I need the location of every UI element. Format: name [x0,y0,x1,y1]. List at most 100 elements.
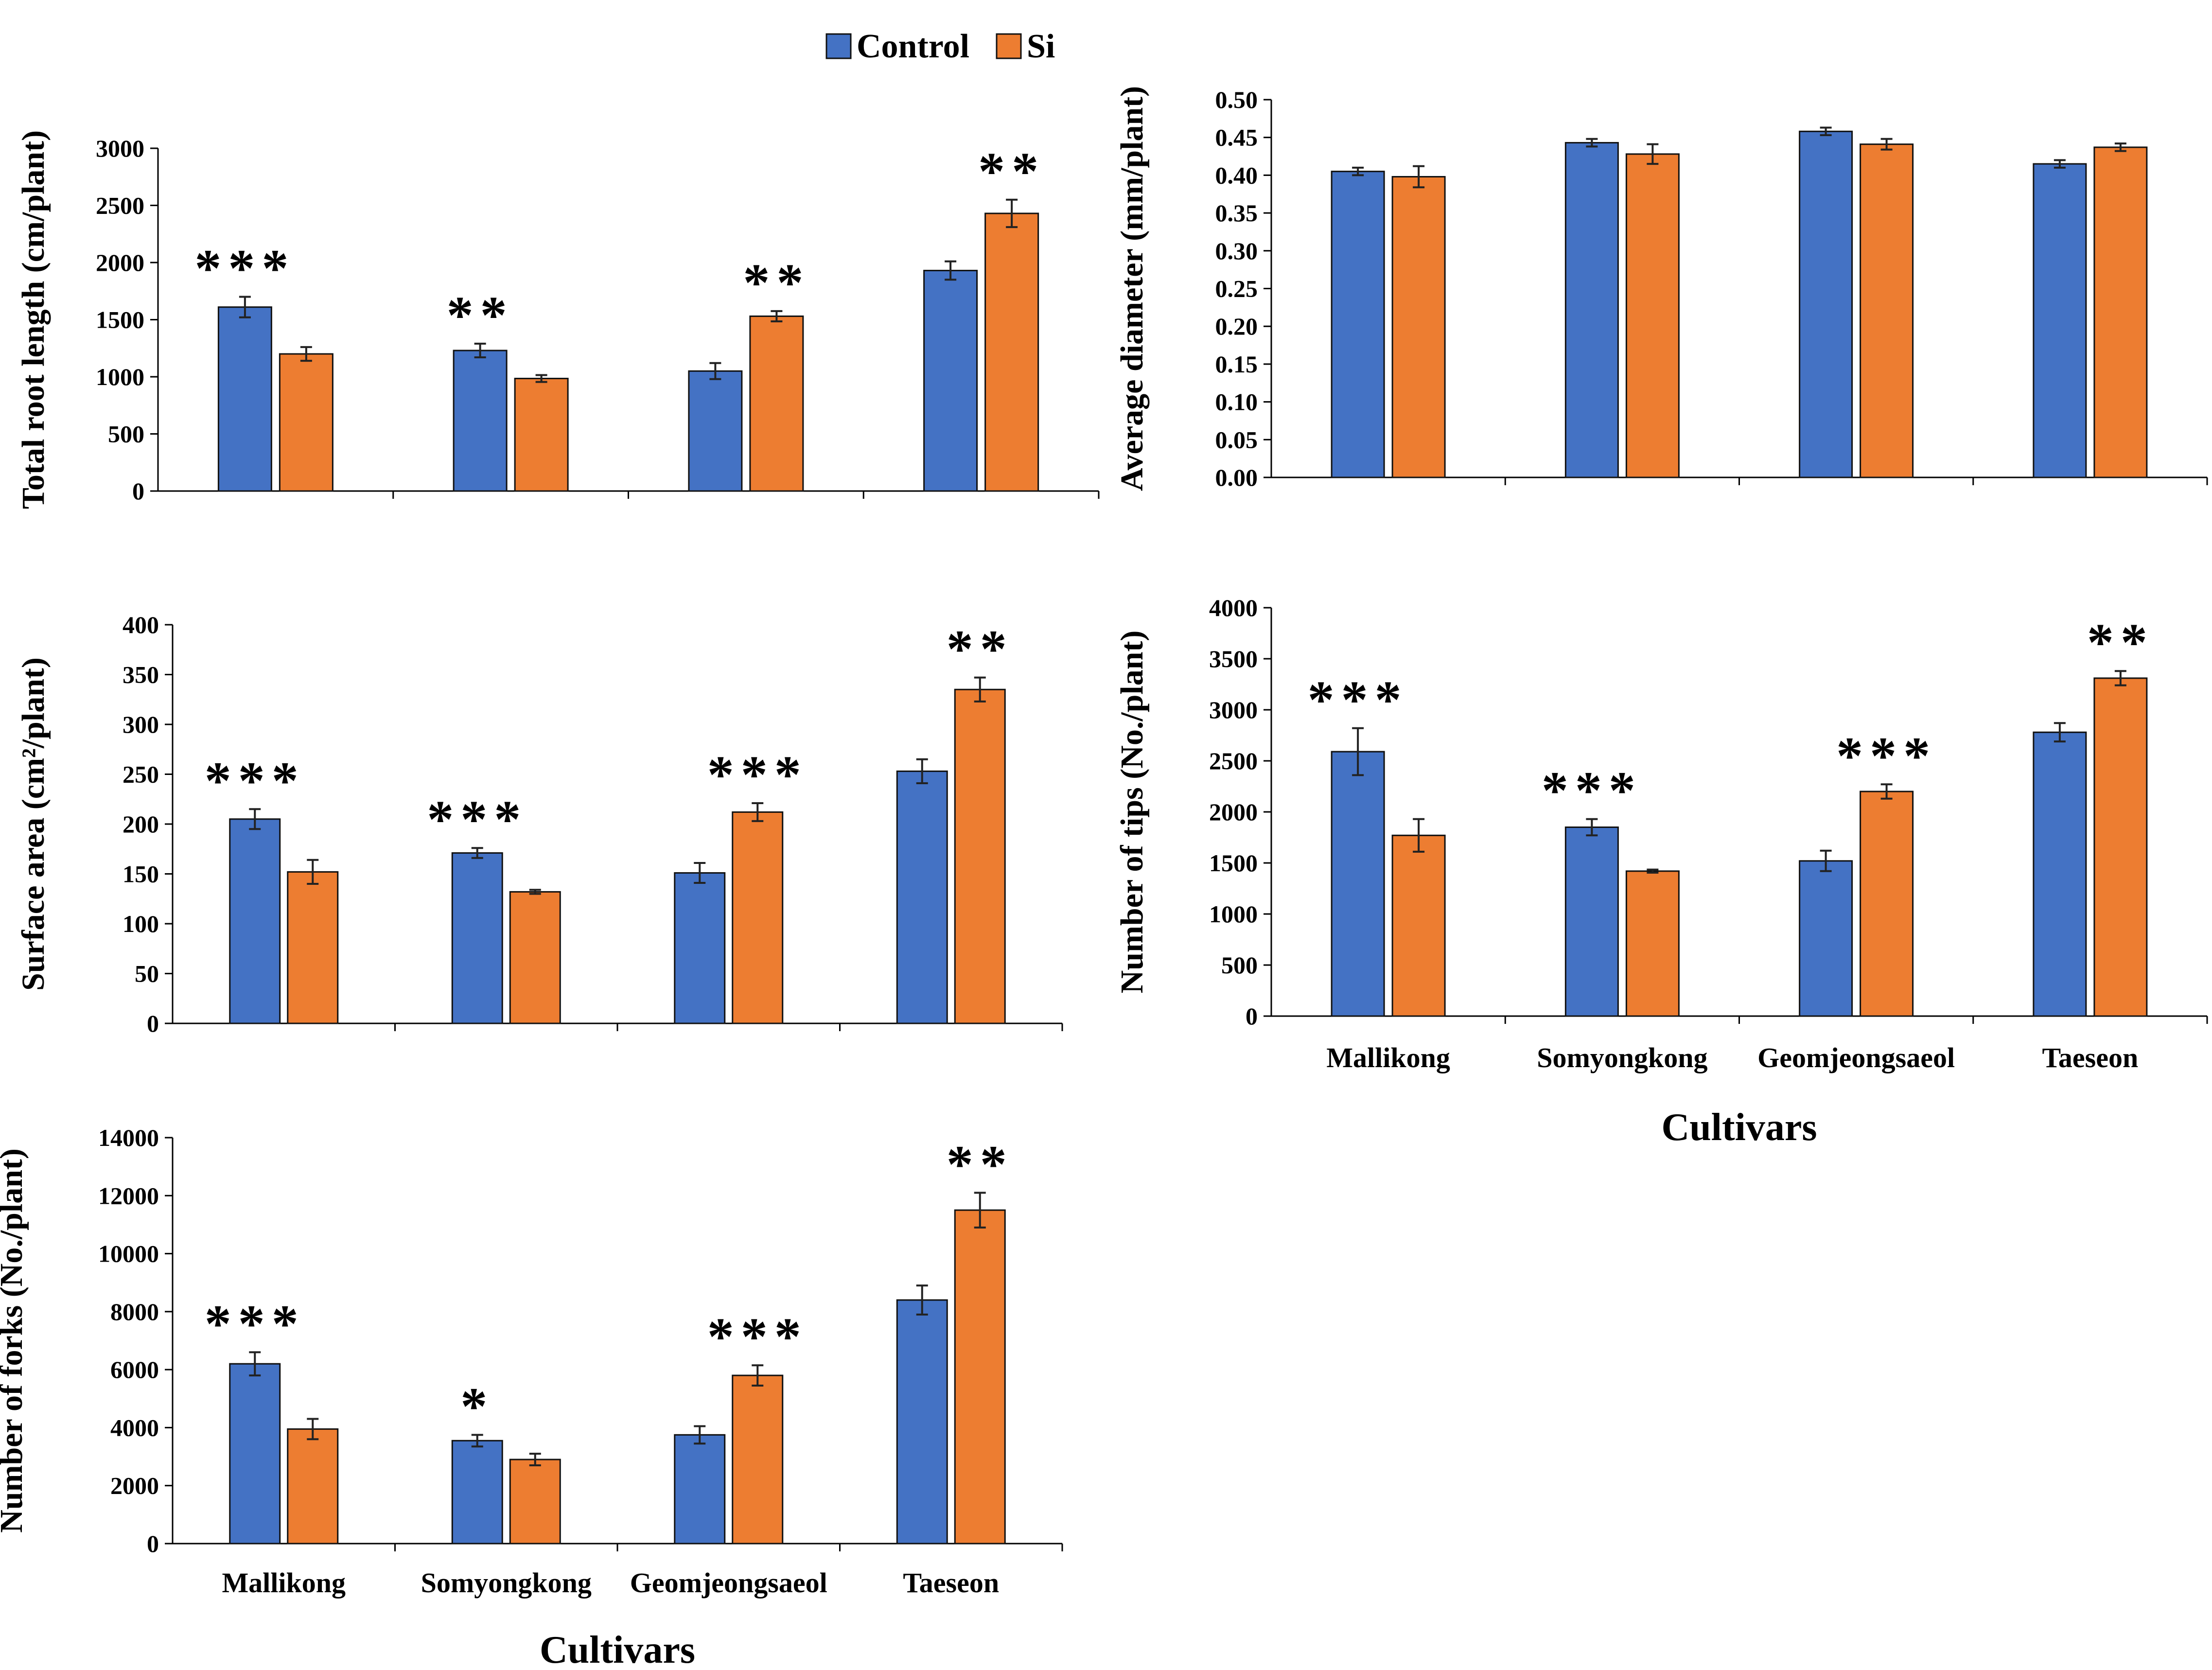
forks-y-tick-label: 6000 [110,1356,159,1383]
avg-diameter-y-tick-label: 0.50 [1215,86,1258,113]
tips-y-tick-label: 500 [1221,951,1258,979]
root-length-significance-label: ** [743,253,810,312]
tips-significance-label: *** [1836,726,1937,785]
forks-y-tick-label: 12000 [98,1182,159,1209]
legend: Control Si [825,28,1055,65]
surface-area-y-tick-label: 300 [123,711,159,738]
surface-area-bar-control-geomjeongsaeol [674,872,726,1024]
root-length-bar-si-somyongkong [514,378,569,492]
tips-bar-si-somyongkong [1625,870,1680,1017]
tips-significance-label: *** [1542,761,1642,820]
forks-significance-label: *** [707,1307,808,1366]
root-length-y-tick-label: 1000 [96,363,144,390]
avg-diameter-y-tick-label: 0.30 [1215,237,1258,264]
avg-diameter-y-tick-label: 0.10 [1215,388,1258,416]
surface-area-bar-control-taeseon [896,770,948,1024]
legend-control-swatch [825,33,852,59]
avg-diameter-bar-si-taeseon [2093,146,2148,478]
avg-diameter-bar-control-taeseon [2033,163,2087,478]
forks-y-tick-label: 2000 [110,1472,159,1499]
forks-y-axis-title: Number of forks (No./plant) [0,1148,29,1533]
root-length-bar-si-mallikong [279,353,334,492]
forks-bar-si-taeseon [954,1209,1006,1545]
root-length-y-tick-label: 2500 [96,192,144,219]
forks-y-tick-label: 0 [147,1530,159,1557]
root-length-y-tick-label: 500 [108,421,144,448]
forks-significance-label: *** [205,1294,305,1353]
surface-area-bar-si-mallikong [287,871,339,1024]
root-length-significance-label: ** [447,285,514,345]
tips-chart: 0 500 1000 1500 2000 2500 3000 3500 4000 Number o… [1114,594,2208,1149]
forks-bar-control-somyongkong [451,1440,503,1545]
forks-category-label: Mallikong [222,1567,346,1599]
surface-area-significance-label: *** [427,790,527,849]
legend-si-label: Si [1027,28,1055,65]
avg-diameter-y-tick-label: 0.25 [1215,275,1258,302]
tips-bar-control-mallikong [1331,751,1385,1017]
root-length-significance-label: ** [978,141,1045,201]
tips-y-tick-label: 1500 [1209,849,1258,877]
tips-y-tick-label: 1000 [1209,900,1258,928]
forks-bar-control-taeseon [896,1299,948,1545]
avg-diameter-y-tick-label: 0.40 [1215,161,1258,189]
forks-y-tick-label: 10000 [98,1240,159,1267]
legend-control-label: Control [857,28,969,65]
root-length-bar-si-geomjeongsaeol [749,315,804,492]
surface-area-y-tick-label: 350 [123,661,159,688]
tips-y-tick-label: 2500 [1209,747,1258,774]
avg-diameter-bar-si-geomjeongsaeol [1860,143,1914,478]
forks-y-tick-label: 8000 [110,1298,159,1325]
surface-area-chart: 0 50 100 150 200 250 300 350 400 Surface area (cm… [16,611,1063,1037]
avg-diameter-y-axis-title: Average diameter (mm/plant) [1114,86,1150,491]
forks-y-tick-label: 14000 [98,1124,159,1151]
tips-bar-control-taeseon [2033,731,2087,1017]
surface-area-y-tick-label: 400 [123,611,159,638]
tips-category-label: Mallikong [1326,1042,1450,1073]
surface-area-y-tick-label: 150 [123,861,159,888]
tips-bar-si-mallikong [1391,834,1446,1017]
root-length-bar-control-geomjeongsaeol [688,370,743,492]
root-length-y-axis-title: Total root length (cm/plant) [16,130,51,509]
tips-y-tick-label: 4000 [1209,594,1258,621]
surface-area-y-tick-label: 250 [123,761,159,788]
tips-category-label: Taeseon [2042,1042,2139,1073]
avg-diameter-bar-si-somyongkong [1625,153,1680,478]
avg-diameter-bar-control-somyongkong [1564,142,1619,478]
surface-area-y-tick-label: 50 [135,960,159,987]
surface-area-bar-si-taeseon [954,688,1006,1024]
surface-area-bar-si-somyongkong [509,891,561,1024]
avg-diameter-bar-control-geomjeongsaeol [1799,130,1853,478]
tips-category-label: Geomjeongsaeol [1757,1042,1955,1073]
tips-y-tick-label: 0 [1246,1002,1258,1030]
tips-y-axis-title: Number of tips (No./plant) [1114,631,1150,994]
root-length-bar-control-mallikong [217,306,272,492]
tips-y-tick-label: 3500 [1209,645,1258,672]
tips-significance-label: *** [1308,670,1408,729]
tips-y-tick-label: 2000 [1209,798,1258,826]
root-length-chart: 0 500 1000 1500 2000 2500 3000 Total root lengt… [16,130,1100,509]
avg-diameter-y-tick-label: 0.00 [1215,464,1258,491]
root-length-y-tick-label: 3000 [96,135,144,162]
surface-area-y-tick-label: 100 [123,910,159,937]
root-length-bar-si-taeseon [984,212,1039,492]
tips-bar-control-geomjeongsaeol [1799,860,1853,1017]
forks-category-label: Taeseon [903,1567,999,1599]
surface-area-bar-control-mallikong [229,818,281,1024]
surface-area-significance-label: *** [707,745,808,804]
forks-bar-si-mallikong [287,1428,339,1545]
surface-area-bar-si-geomjeongsaeol [732,811,784,1024]
forks-y-tick-label: 4000 [110,1414,159,1441]
forks-significance-label: * [460,1376,494,1436]
avg-diameter-y-tick-label: 0.45 [1215,124,1258,151]
root-length-y-tick-label: 0 [132,477,144,505]
tips-category-label: Somyongkong [1537,1042,1707,1073]
avg-diameter-y-tick-label: 0.35 [1215,199,1258,227]
avg-diameter-y-tick-label: 0.20 [1215,313,1258,340]
avg-diameter-chart: 0.00 0.05 0.10 0.15 0.20 0.25 0.30 0.35 0.40 0.45… [1114,86,2208,491]
forks-bar-control-geomjeongsaeol [674,1434,726,1545]
root-length-y-tick-label: 2000 [96,249,144,276]
tips-significance-label: ** [2087,613,2154,672]
forks-x-axis-title: Cultivars [540,1629,695,1670]
forks-bar-si-somyongkong [509,1459,561,1545]
